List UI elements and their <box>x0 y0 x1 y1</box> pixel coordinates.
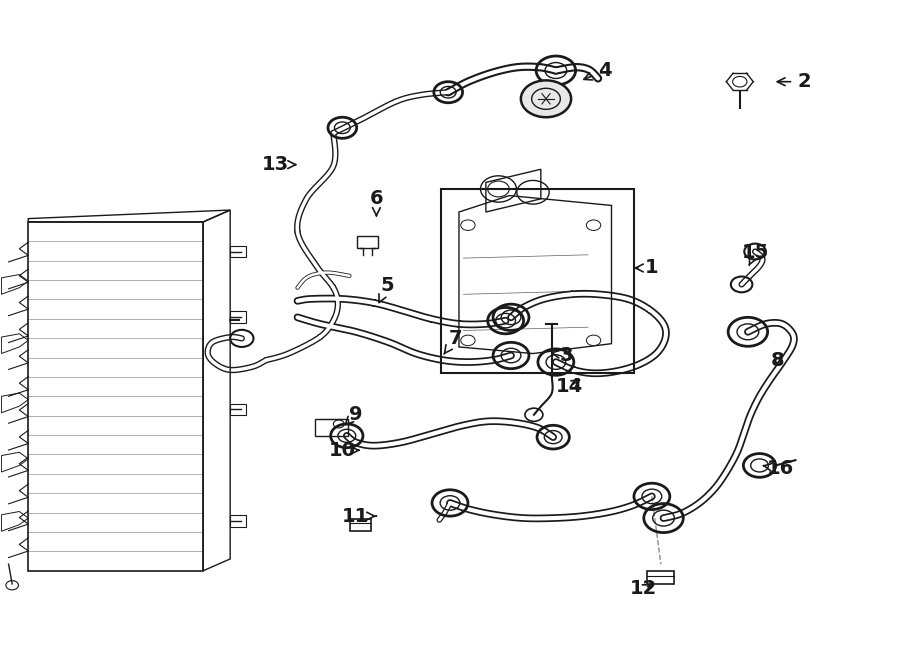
Bar <box>315 419 347 436</box>
Text: 9: 9 <box>346 405 363 424</box>
Text: 7: 7 <box>444 329 462 354</box>
Text: 8: 8 <box>770 350 784 369</box>
Bar <box>230 246 247 257</box>
Text: 4: 4 <box>584 61 612 80</box>
Text: 14: 14 <box>555 377 583 396</box>
Text: 1: 1 <box>635 258 659 278</box>
Text: 5: 5 <box>379 276 394 303</box>
Bar <box>349 520 371 531</box>
Bar <box>230 404 247 415</box>
Bar <box>230 516 247 527</box>
Bar <box>441 189 634 373</box>
Text: 6: 6 <box>370 189 383 216</box>
Text: 3: 3 <box>552 346 573 365</box>
Circle shape <box>521 81 572 117</box>
Text: 11: 11 <box>342 506 376 525</box>
Text: 10: 10 <box>328 441 359 460</box>
Bar <box>647 570 674 584</box>
Bar <box>230 311 247 323</box>
Bar <box>356 237 378 249</box>
Text: 15: 15 <box>742 243 769 265</box>
Text: 13: 13 <box>262 155 296 174</box>
Text: 2: 2 <box>778 72 811 91</box>
Text: 12: 12 <box>630 579 657 598</box>
Text: 16: 16 <box>763 459 794 478</box>
